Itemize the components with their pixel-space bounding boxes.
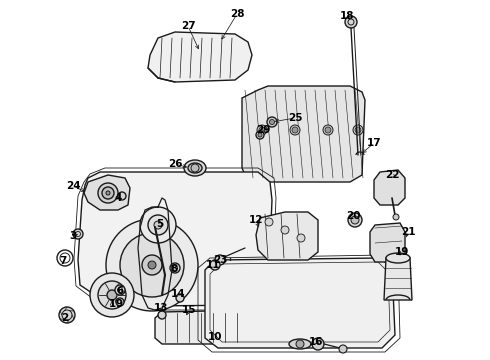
Text: 1: 1	[108, 299, 116, 309]
Circle shape	[120, 233, 184, 297]
Circle shape	[106, 191, 110, 195]
Text: 15: 15	[182, 305, 196, 315]
Circle shape	[215, 255, 225, 265]
Circle shape	[290, 125, 300, 135]
Ellipse shape	[188, 163, 202, 173]
Circle shape	[351, 216, 359, 224]
Polygon shape	[242, 86, 365, 182]
Polygon shape	[148, 32, 252, 82]
Text: 10: 10	[208, 332, 222, 342]
Circle shape	[348, 213, 362, 227]
Text: 11: 11	[206, 260, 220, 270]
Circle shape	[98, 281, 126, 309]
Text: 7: 7	[59, 256, 67, 266]
Text: 4: 4	[114, 193, 122, 203]
Text: 20: 20	[346, 211, 360, 221]
Circle shape	[210, 260, 220, 270]
Circle shape	[256, 131, 264, 139]
Text: 22: 22	[385, 170, 399, 180]
Circle shape	[90, 273, 134, 317]
Circle shape	[102, 187, 114, 199]
Circle shape	[281, 226, 289, 234]
Polygon shape	[384, 258, 412, 300]
Text: 13: 13	[154, 303, 168, 313]
Circle shape	[296, 340, 304, 348]
Circle shape	[142, 255, 162, 275]
Circle shape	[158, 311, 166, 319]
Ellipse shape	[289, 339, 311, 349]
Circle shape	[323, 125, 333, 135]
Circle shape	[353, 125, 363, 135]
Circle shape	[259, 127, 265, 133]
Circle shape	[140, 207, 176, 243]
Circle shape	[270, 120, 274, 125]
Circle shape	[393, 214, 399, 220]
Text: 14: 14	[171, 289, 185, 299]
Text: 6: 6	[117, 286, 123, 296]
Polygon shape	[84, 175, 130, 210]
Circle shape	[148, 261, 156, 269]
Text: 5: 5	[156, 219, 164, 229]
Ellipse shape	[184, 160, 206, 176]
Circle shape	[191, 164, 199, 172]
Text: 8: 8	[171, 264, 178, 274]
Circle shape	[154, 221, 162, 229]
Circle shape	[106, 219, 198, 311]
Circle shape	[297, 234, 305, 242]
Text: 29: 29	[256, 125, 270, 135]
Circle shape	[339, 345, 347, 353]
Circle shape	[115, 285, 125, 295]
Polygon shape	[155, 310, 260, 344]
Circle shape	[73, 229, 83, 239]
Circle shape	[59, 307, 75, 323]
Circle shape	[355, 127, 361, 133]
Text: 3: 3	[70, 231, 76, 241]
Circle shape	[258, 133, 262, 137]
Circle shape	[118, 192, 126, 200]
Circle shape	[312, 338, 324, 350]
Circle shape	[107, 290, 117, 300]
Text: 9: 9	[116, 299, 122, 309]
Text: 23: 23	[213, 255, 227, 265]
Circle shape	[267, 117, 277, 127]
Text: 12: 12	[249, 215, 263, 225]
Ellipse shape	[386, 253, 410, 263]
Polygon shape	[256, 212, 318, 260]
Circle shape	[148, 215, 168, 235]
Polygon shape	[370, 223, 405, 262]
Text: 19: 19	[395, 247, 409, 257]
Circle shape	[325, 127, 331, 133]
Text: 17: 17	[367, 138, 381, 148]
Polygon shape	[78, 172, 272, 306]
Text: 16: 16	[309, 337, 323, 347]
Text: 27: 27	[181, 21, 196, 31]
Circle shape	[116, 298, 124, 306]
Text: 24: 24	[66, 181, 80, 191]
Polygon shape	[374, 170, 405, 205]
Circle shape	[176, 294, 184, 302]
Circle shape	[265, 218, 273, 226]
Text: 21: 21	[401, 227, 415, 237]
Text: 18: 18	[340, 11, 354, 21]
Text: 25: 25	[288, 113, 302, 123]
Text: 28: 28	[230, 9, 244, 19]
Circle shape	[98, 183, 118, 203]
Text: 2: 2	[61, 313, 69, 323]
Circle shape	[170, 263, 180, 273]
Text: 26: 26	[168, 159, 182, 169]
Polygon shape	[205, 258, 395, 348]
Circle shape	[345, 16, 357, 28]
Circle shape	[257, 125, 267, 135]
Circle shape	[292, 127, 298, 133]
